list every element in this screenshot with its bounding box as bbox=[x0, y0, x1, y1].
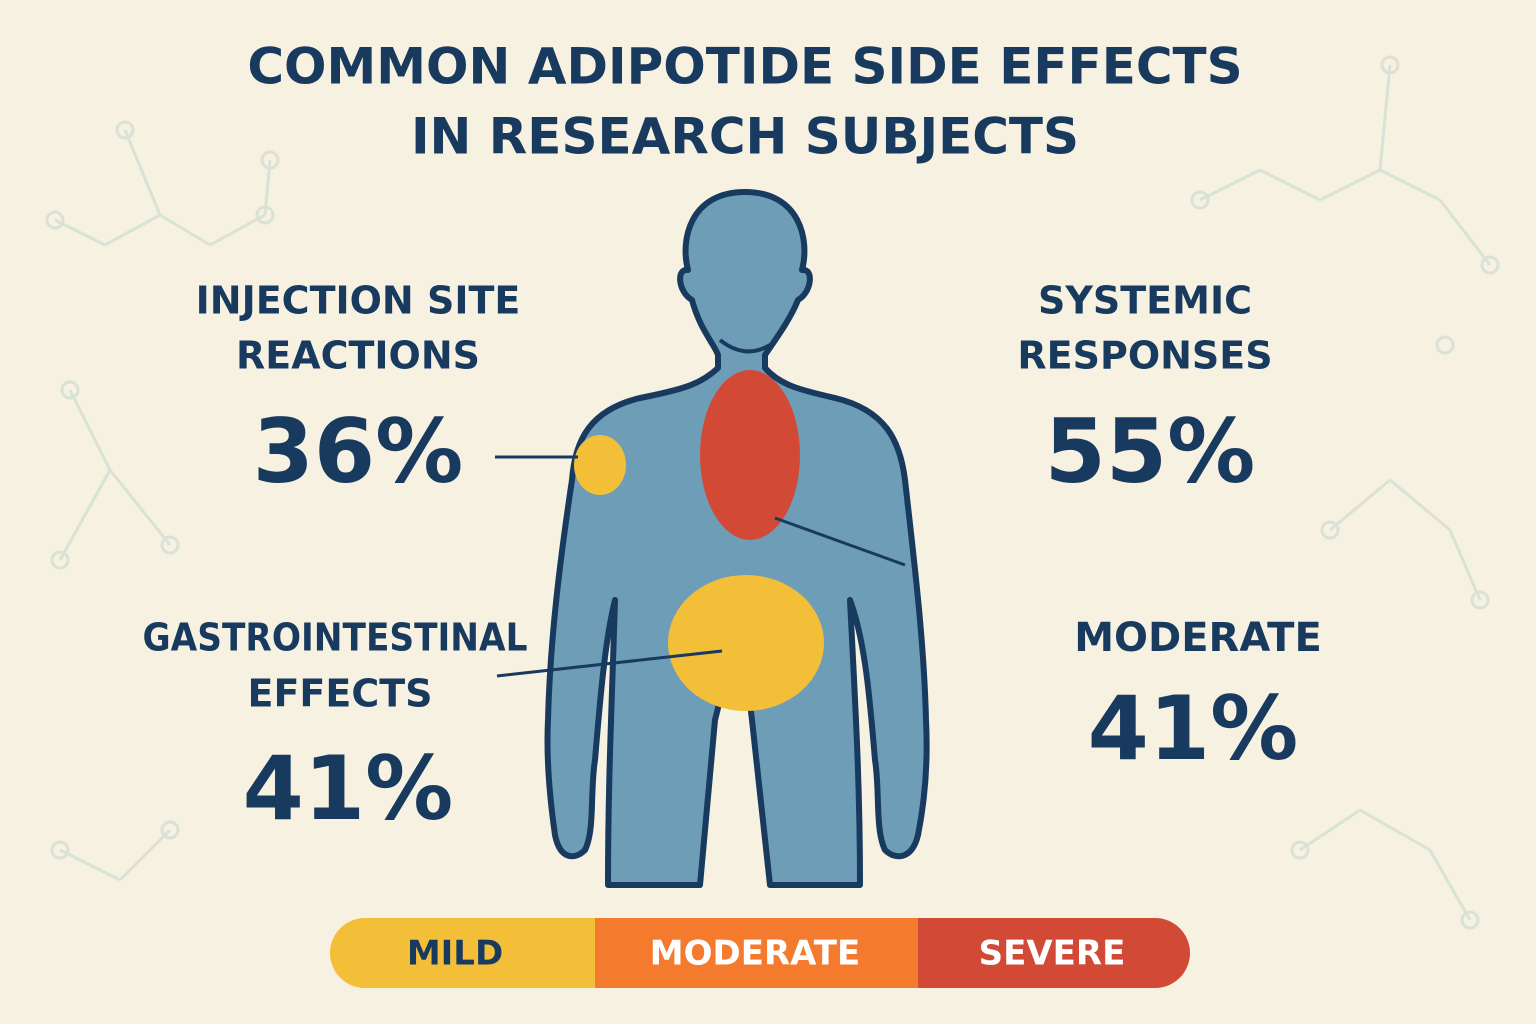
stat-value: 41% bbox=[1088, 677, 1299, 780]
stat-value: 36% bbox=[253, 400, 464, 503]
stat-value: 41% bbox=[243, 737, 454, 840]
stat-label: MODERATE bbox=[1074, 615, 1322, 661]
stat-label: INJECTION SITE bbox=[196, 279, 521, 323]
title-line: IN RESEARCH SUBJECTS bbox=[411, 108, 1079, 166]
stat-label: GASTROINTESTINAL bbox=[143, 616, 528, 660]
stat-label: RESPONSES bbox=[1017, 334, 1272, 378]
legend-label: SEVERE bbox=[979, 934, 1126, 974]
stat-label: SYSTEMIC bbox=[1038, 279, 1252, 323]
stat-label: REACTIONS bbox=[236, 334, 480, 378]
severity-legend bbox=[330, 918, 1190, 988]
stat-value: 55% bbox=[1045, 400, 1256, 503]
title-line: COMMON ADIPOTIDE SIDE EFFECTS bbox=[247, 38, 1242, 96]
molecule-decoration bbox=[45, 55, 1500, 930]
legend-label: MODERATE bbox=[650, 934, 860, 974]
legend-label: MILD bbox=[407, 934, 503, 974]
stat-label: EFFECTS bbox=[247, 672, 432, 716]
body-figure bbox=[495, 189, 930, 888]
